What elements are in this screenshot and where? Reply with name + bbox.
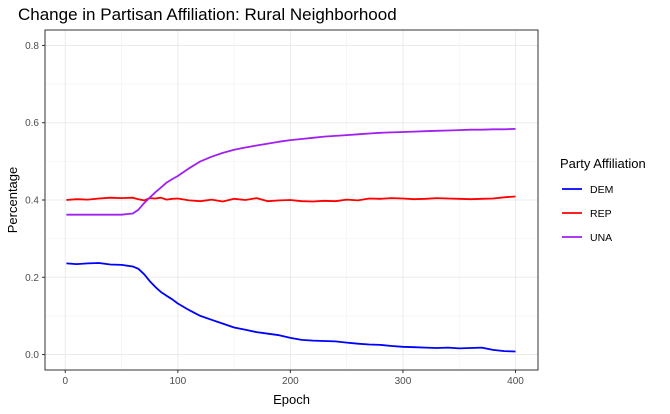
x-tick-label: 400 bbox=[507, 376, 524, 387]
x-tick-label: 100 bbox=[169, 376, 186, 387]
legend-items: DEM REP UNA bbox=[562, 184, 613, 244]
y-tick-label: 0.0 bbox=[25, 350, 39, 361]
legend: Party Affiliation DEM REP UNA bbox=[560, 156, 646, 244]
y-tick-label: 0.2 bbox=[25, 273, 39, 284]
series-line-rep bbox=[66, 195, 516, 203]
series-lines bbox=[66, 128, 516, 353]
series-line-una bbox=[66, 128, 516, 216]
x-tick-label: 200 bbox=[282, 376, 299, 387]
legend-label-rep: REP bbox=[590, 208, 612, 220]
y-axis-label: Percentage bbox=[5, 167, 20, 234]
legend-label-una: UNA bbox=[590, 232, 612, 244]
y-axis-ticks: 0.0 0.2 0.4 0.6 0.8 bbox=[25, 41, 45, 361]
legend-title: Party Affiliation bbox=[560, 156, 646, 171]
x-tick-label: 300 bbox=[395, 376, 412, 387]
legend-label-dem: DEM bbox=[590, 184, 613, 196]
x-axis-ticks: 0 100 200 300 400 bbox=[62, 370, 524, 387]
y-tick-label: 0.4 bbox=[25, 196, 39, 207]
plot-panel bbox=[44, 29, 539, 371]
series-line-dem bbox=[66, 262, 516, 353]
y-tick-label: 0.8 bbox=[25, 41, 39, 52]
x-axis-label: Epoch bbox=[273, 392, 310, 407]
y-tick-label: 0.6 bbox=[25, 118, 39, 129]
chart-title: Change in Partisan Affiliation: Rural Ne… bbox=[18, 5, 397, 24]
x-tick-label: 0 bbox=[62, 376, 68, 387]
